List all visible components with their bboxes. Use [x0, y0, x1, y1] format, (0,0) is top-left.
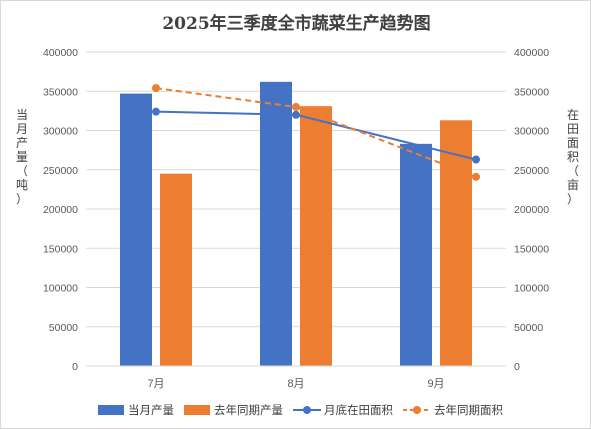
- bar: [120, 93, 152, 366]
- y-right-axis-title-char: ）: [567, 192, 579, 206]
- y-right-tick-label: 150000: [514, 243, 549, 255]
- legend-swatch: [98, 405, 124, 415]
- bar: [440, 120, 472, 366]
- line-marker: [152, 84, 160, 93]
- y-right-tick-label: 100000: [514, 283, 549, 295]
- line-marker: [152, 107, 160, 116]
- line-marker: [292, 110, 300, 119]
- y-left-tick-label: 200000: [43, 204, 78, 216]
- x-tick-label: 7月: [147, 378, 164, 390]
- y-right-tick-label: 250000: [514, 165, 549, 177]
- y-left-axis-title-char: 月: [16, 122, 28, 136]
- y-left-axis-title-char: （: [16, 164, 28, 178]
- y-left-axis-title-char: 吨: [16, 178, 28, 192]
- legend-marker: [303, 406, 311, 414]
- line-marker: [292, 102, 300, 111]
- x-tick-label: 8月: [287, 378, 304, 390]
- y-right-axis-title-char: 亩: [567, 177, 579, 192]
- y-left-tick-label: 350000: [43, 86, 78, 98]
- bar: [400, 143, 432, 366]
- chart-title: 2025年三季度全市蔬菜生产趋势图: [162, 14, 431, 34]
- line-marker: [472, 155, 480, 164]
- legend-label: 去年同期产量: [214, 403, 283, 417]
- legend-label: 当月产量: [128, 403, 174, 417]
- y-left-tick-label: 250000: [43, 165, 78, 177]
- bar: [260, 81, 292, 366]
- y-left-tick-label: 100000: [43, 283, 78, 295]
- y-right-tick-label: 350000: [514, 86, 549, 98]
- legend-swatch: [184, 405, 210, 415]
- y-right-axis-title-char: 积: [567, 150, 579, 164]
- y-left-tick-label: 400000: [43, 47, 78, 59]
- y-left-tick-label: 300000: [43, 126, 78, 138]
- y-right-axis-title-char: 面: [567, 136, 579, 150]
- y-right-tick-label: 400000: [514, 47, 549, 59]
- y-right-tick-label: 50000: [514, 322, 543, 334]
- y-left-tick-label: 0: [72, 361, 78, 373]
- y-left-axis-title-char: ）: [16, 192, 28, 206]
- bar: [160, 173, 192, 366]
- y-left-axis-title-char: 产: [16, 136, 28, 150]
- y-right-tick-label: 300000: [514, 126, 549, 138]
- legend-label: 去年同期面积: [434, 403, 503, 417]
- y-left-axis-title-char: 当: [16, 108, 28, 122]
- y-left-axis-title-char: 量: [16, 150, 28, 164]
- y-left-tick-label: 150000: [43, 243, 78, 255]
- y-right-axis-title-char: （: [567, 164, 579, 178]
- legend-label: 月底在田面积: [324, 403, 393, 417]
- x-tick-label: 9月: [427, 378, 444, 390]
- y-right-axis-title-char: 田: [567, 122, 579, 136]
- line-marker: [472, 172, 480, 181]
- y-right-axis-title-char: 在: [567, 108, 579, 122]
- y-right-tick-label: 200000: [514, 204, 549, 216]
- bar: [300, 106, 332, 366]
- legend-marker: [413, 406, 421, 414]
- y-left-tick-label: 50000: [49, 322, 78, 334]
- y-right-tick-label: 0: [514, 361, 520, 373]
